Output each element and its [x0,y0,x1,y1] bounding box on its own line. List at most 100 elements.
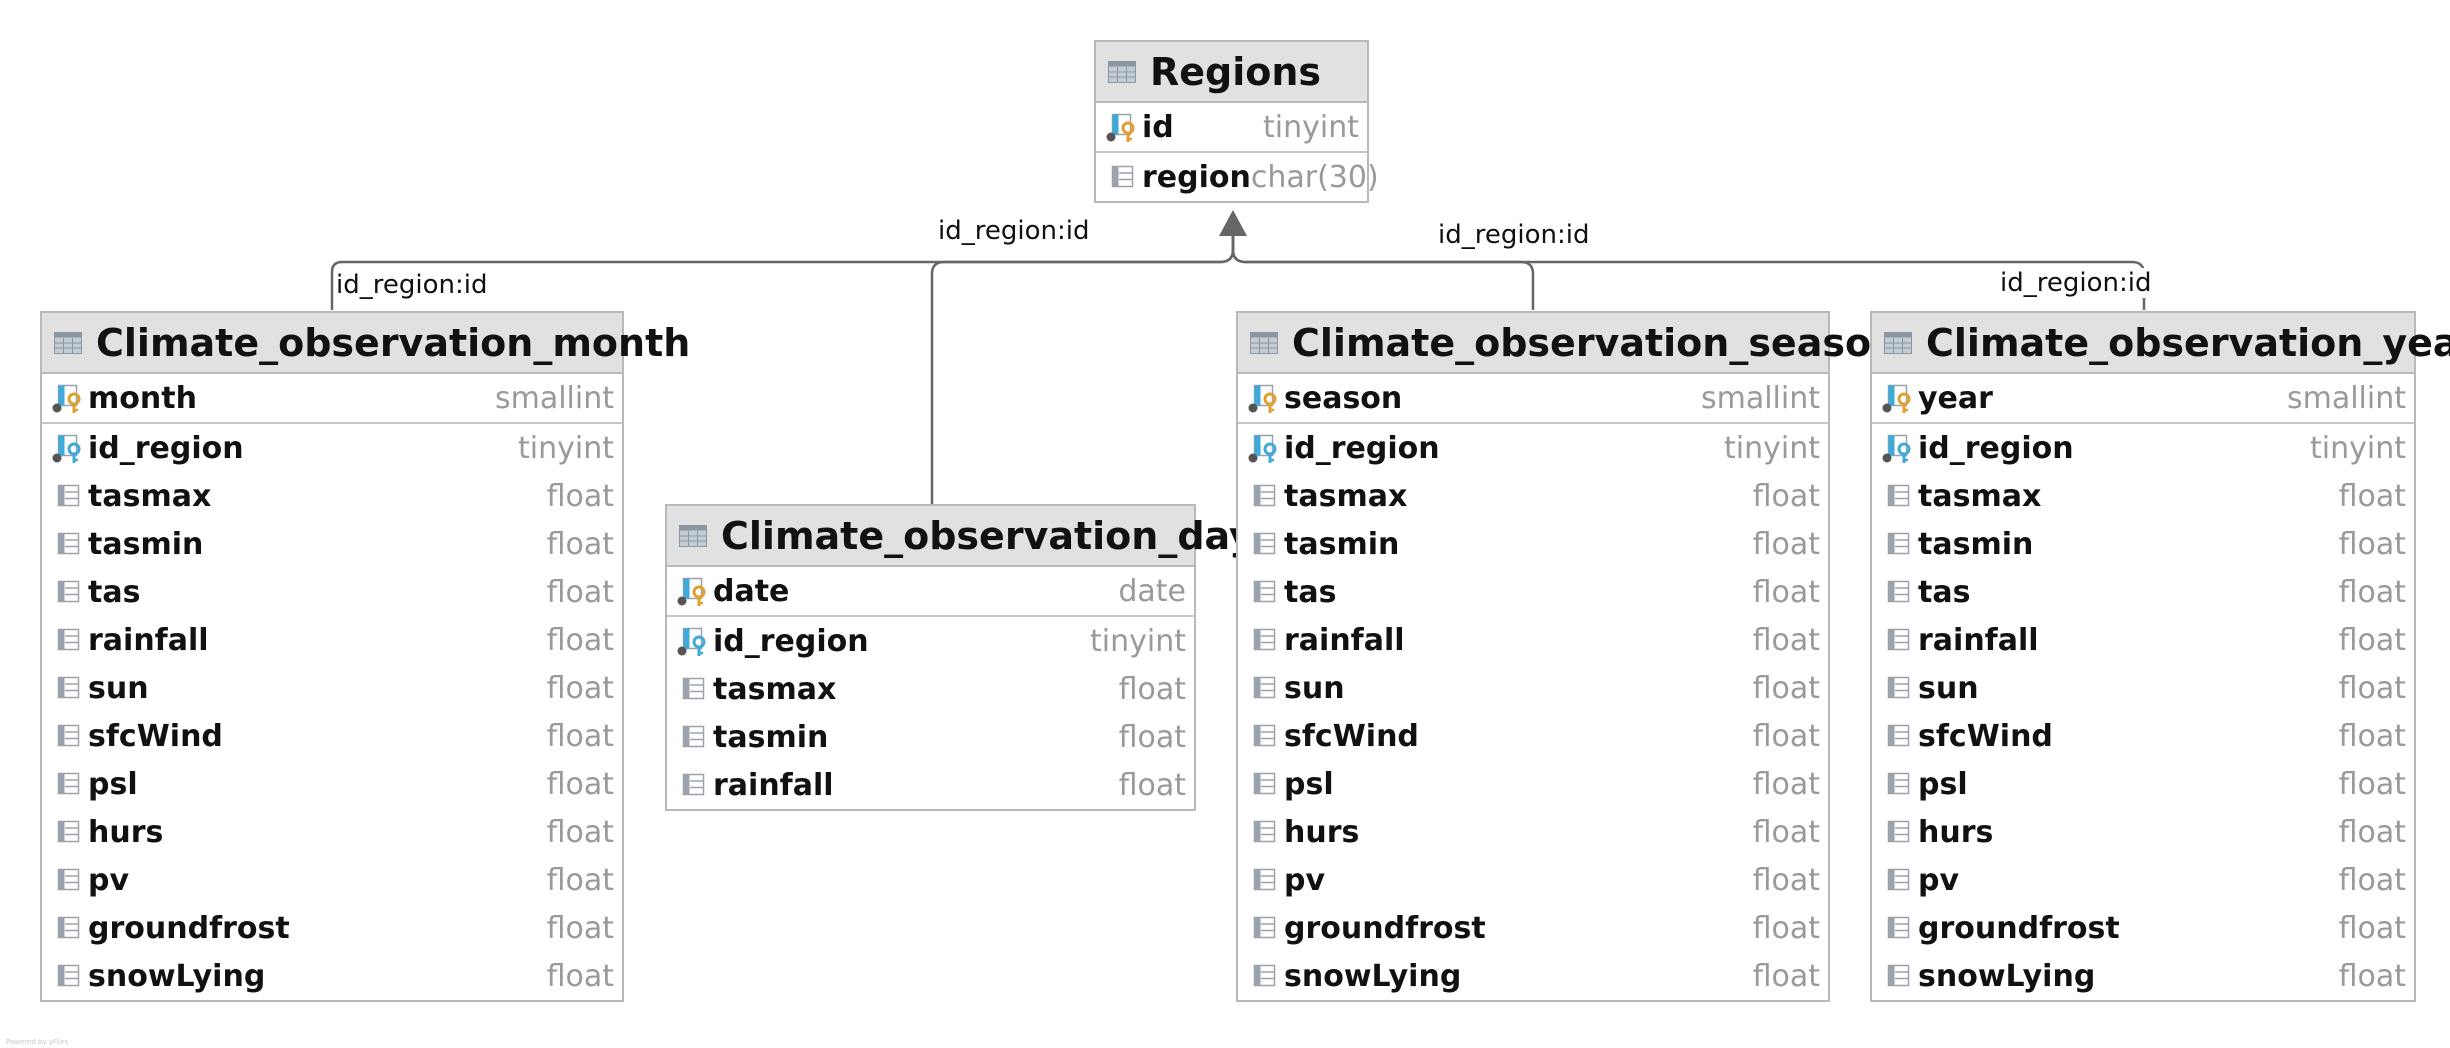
column-row[interactable]: sfcWind float [42,712,622,760]
columns-section: id_region tinyint tasmax float tasmin float ra… [667,617,1194,809]
table-header[interactable]: Climate_observation_season [1238,313,1898,374]
column-row[interactable]: date date [667,567,1194,615]
column-name: pv [1284,862,1326,898]
column-row[interactable]: tasmax float [42,472,622,520]
relation-label-year[interactable]: id_region:id [1998,268,2154,298]
column-row[interactable]: pv float [42,856,622,904]
column-row[interactable]: tas float [42,568,622,616]
relation-label-month[interactable]: id_region:id [334,270,490,300]
column-type: float [2338,766,2406,802]
column-row[interactable]: region char(30) [1096,153,1379,201]
column-icon [1887,772,1910,795]
column-row[interactable]: tas float [1872,568,2414,616]
column-row[interactable]: rainfall float [1872,616,2414,664]
column-row[interactable]: sun float [42,664,622,712]
foreign-key-icon [677,627,706,656]
column-row[interactable]: groundfrost float [1872,904,2414,952]
column-type: float [2338,718,2406,754]
column-type: float [2338,526,2406,562]
column-type: char(30) [1250,159,1379,195]
column-icon [1887,532,1910,555]
table-climate-observation-day[interactable]: Climate_observation_day date date id_region… [665,504,1254,811]
relation-label-day[interactable]: id_region:id [936,216,1092,246]
column-row[interactable]: id_region tinyint [1872,424,2414,472]
column-row[interactable]: pv float [1238,856,1828,904]
column-row[interactable]: rainfall float [667,761,1194,809]
column-row[interactable]: year smallint [1872,374,2414,422]
column-row[interactable]: id_region tinyint [667,617,1194,665]
column-type: float [2338,910,2406,946]
column-name: rainfall [1918,622,2039,658]
column-row[interactable]: rainfall float [42,616,622,664]
column-icon [1253,868,1276,891]
column-row[interactable]: sun float [1238,664,1828,712]
column-row[interactable]: id_region tinyint [42,424,622,472]
column-row[interactable]: hurs float [1872,808,2414,856]
column-row[interactable]: psl float [1872,760,2414,808]
column-type: float [2338,862,2406,898]
column-row[interactable]: hurs float [1238,808,1828,856]
column-row[interactable]: groundfrost float [1238,904,1828,952]
column-type: float [1752,718,1820,754]
table-regions[interactable]: Regions id tinyint region char(30) [1094,40,1379,203]
column-row[interactable]: sfcWind float [1872,712,2414,760]
column-icon [682,677,705,700]
column-row[interactable]: sfcWind float [1238,712,1828,760]
column-type: float [2338,958,2406,994]
table-header[interactable]: Climate_observation_day [667,506,1254,567]
column-row[interactable]: snowLying float [1238,952,1828,1000]
column-row[interactable]: tasmin float [1238,520,1828,568]
column-row[interactable]: snowLying float [42,952,622,1000]
column-name: region [1142,159,1251,195]
table-climate-observation-month[interactable]: Climate_observation_month month smallint id… [40,311,690,1002]
column-row[interactable]: tasmin float [1872,520,2414,568]
column-row[interactable]: tasmax float [1238,472,1828,520]
column-type: float [546,862,614,898]
column-name: tasmax [88,478,212,514]
column-icon [1887,724,1910,747]
column-row[interactable]: psl float [42,760,622,808]
primary-key-section: year smallint [1872,374,2414,424]
column-row[interactable]: tas float [1238,568,1828,616]
column-row[interactable]: id tinyint [1096,103,1367,151]
column-type: float [1752,862,1820,898]
table-header[interactable]: Climate_observation_month [42,313,690,374]
column-row[interactable]: snowLying float [1872,952,2414,1000]
column-icon [1253,676,1276,699]
column-type: float [1752,622,1820,658]
column-type: smallint [1700,380,1820,416]
table-icon [54,331,82,354]
table-header[interactable]: Climate_observation_year [1872,313,2450,374]
column-row[interactable]: tasmax float [667,665,1194,713]
column-type: float [1752,478,1820,514]
column-row[interactable]: tasmin float [42,520,622,568]
column-row[interactable]: rainfall float [1238,616,1828,664]
column-row[interactable]: groundfrost float [42,904,622,952]
column-icon [57,820,80,843]
table-climate-observation-season[interactable]: Climate_observation_season season smallint… [1236,311,1898,1002]
table-climate-observation-year[interactable]: Climate_observation_year year smallint id_r… [1870,311,2450,1002]
column-row[interactable]: pv float [1872,856,2414,904]
column-icon [1887,484,1910,507]
column-name: tasmax [1918,478,2042,514]
column-row[interactable]: season smallint [1238,374,1828,422]
column-name: id [1142,109,1174,145]
connector-day-regions [930,228,1235,505]
column-name: id_region [1918,430,2074,466]
column-row[interactable]: id_region tinyint [1238,424,1828,472]
relation-label-season[interactable]: id_region:id [1436,220,1592,250]
column-icon [57,868,80,891]
column-type: float [1752,910,1820,946]
column-type: float [546,478,614,514]
column-row[interactable]: tasmin float [667,713,1194,761]
column-name: tasmin [1284,526,1400,562]
column-row[interactable]: hurs float [42,808,622,856]
column-row[interactable]: sun float [1872,664,2414,712]
column-row[interactable]: month smallint [42,374,622,422]
column-name: sun [88,670,149,706]
table-icon [1108,60,1136,83]
column-name: snowLying [1918,958,2096,994]
table-header[interactable]: Regions [1096,42,1367,103]
column-row[interactable]: tasmax float [1872,472,2414,520]
column-row[interactable]: psl float [1238,760,1828,808]
